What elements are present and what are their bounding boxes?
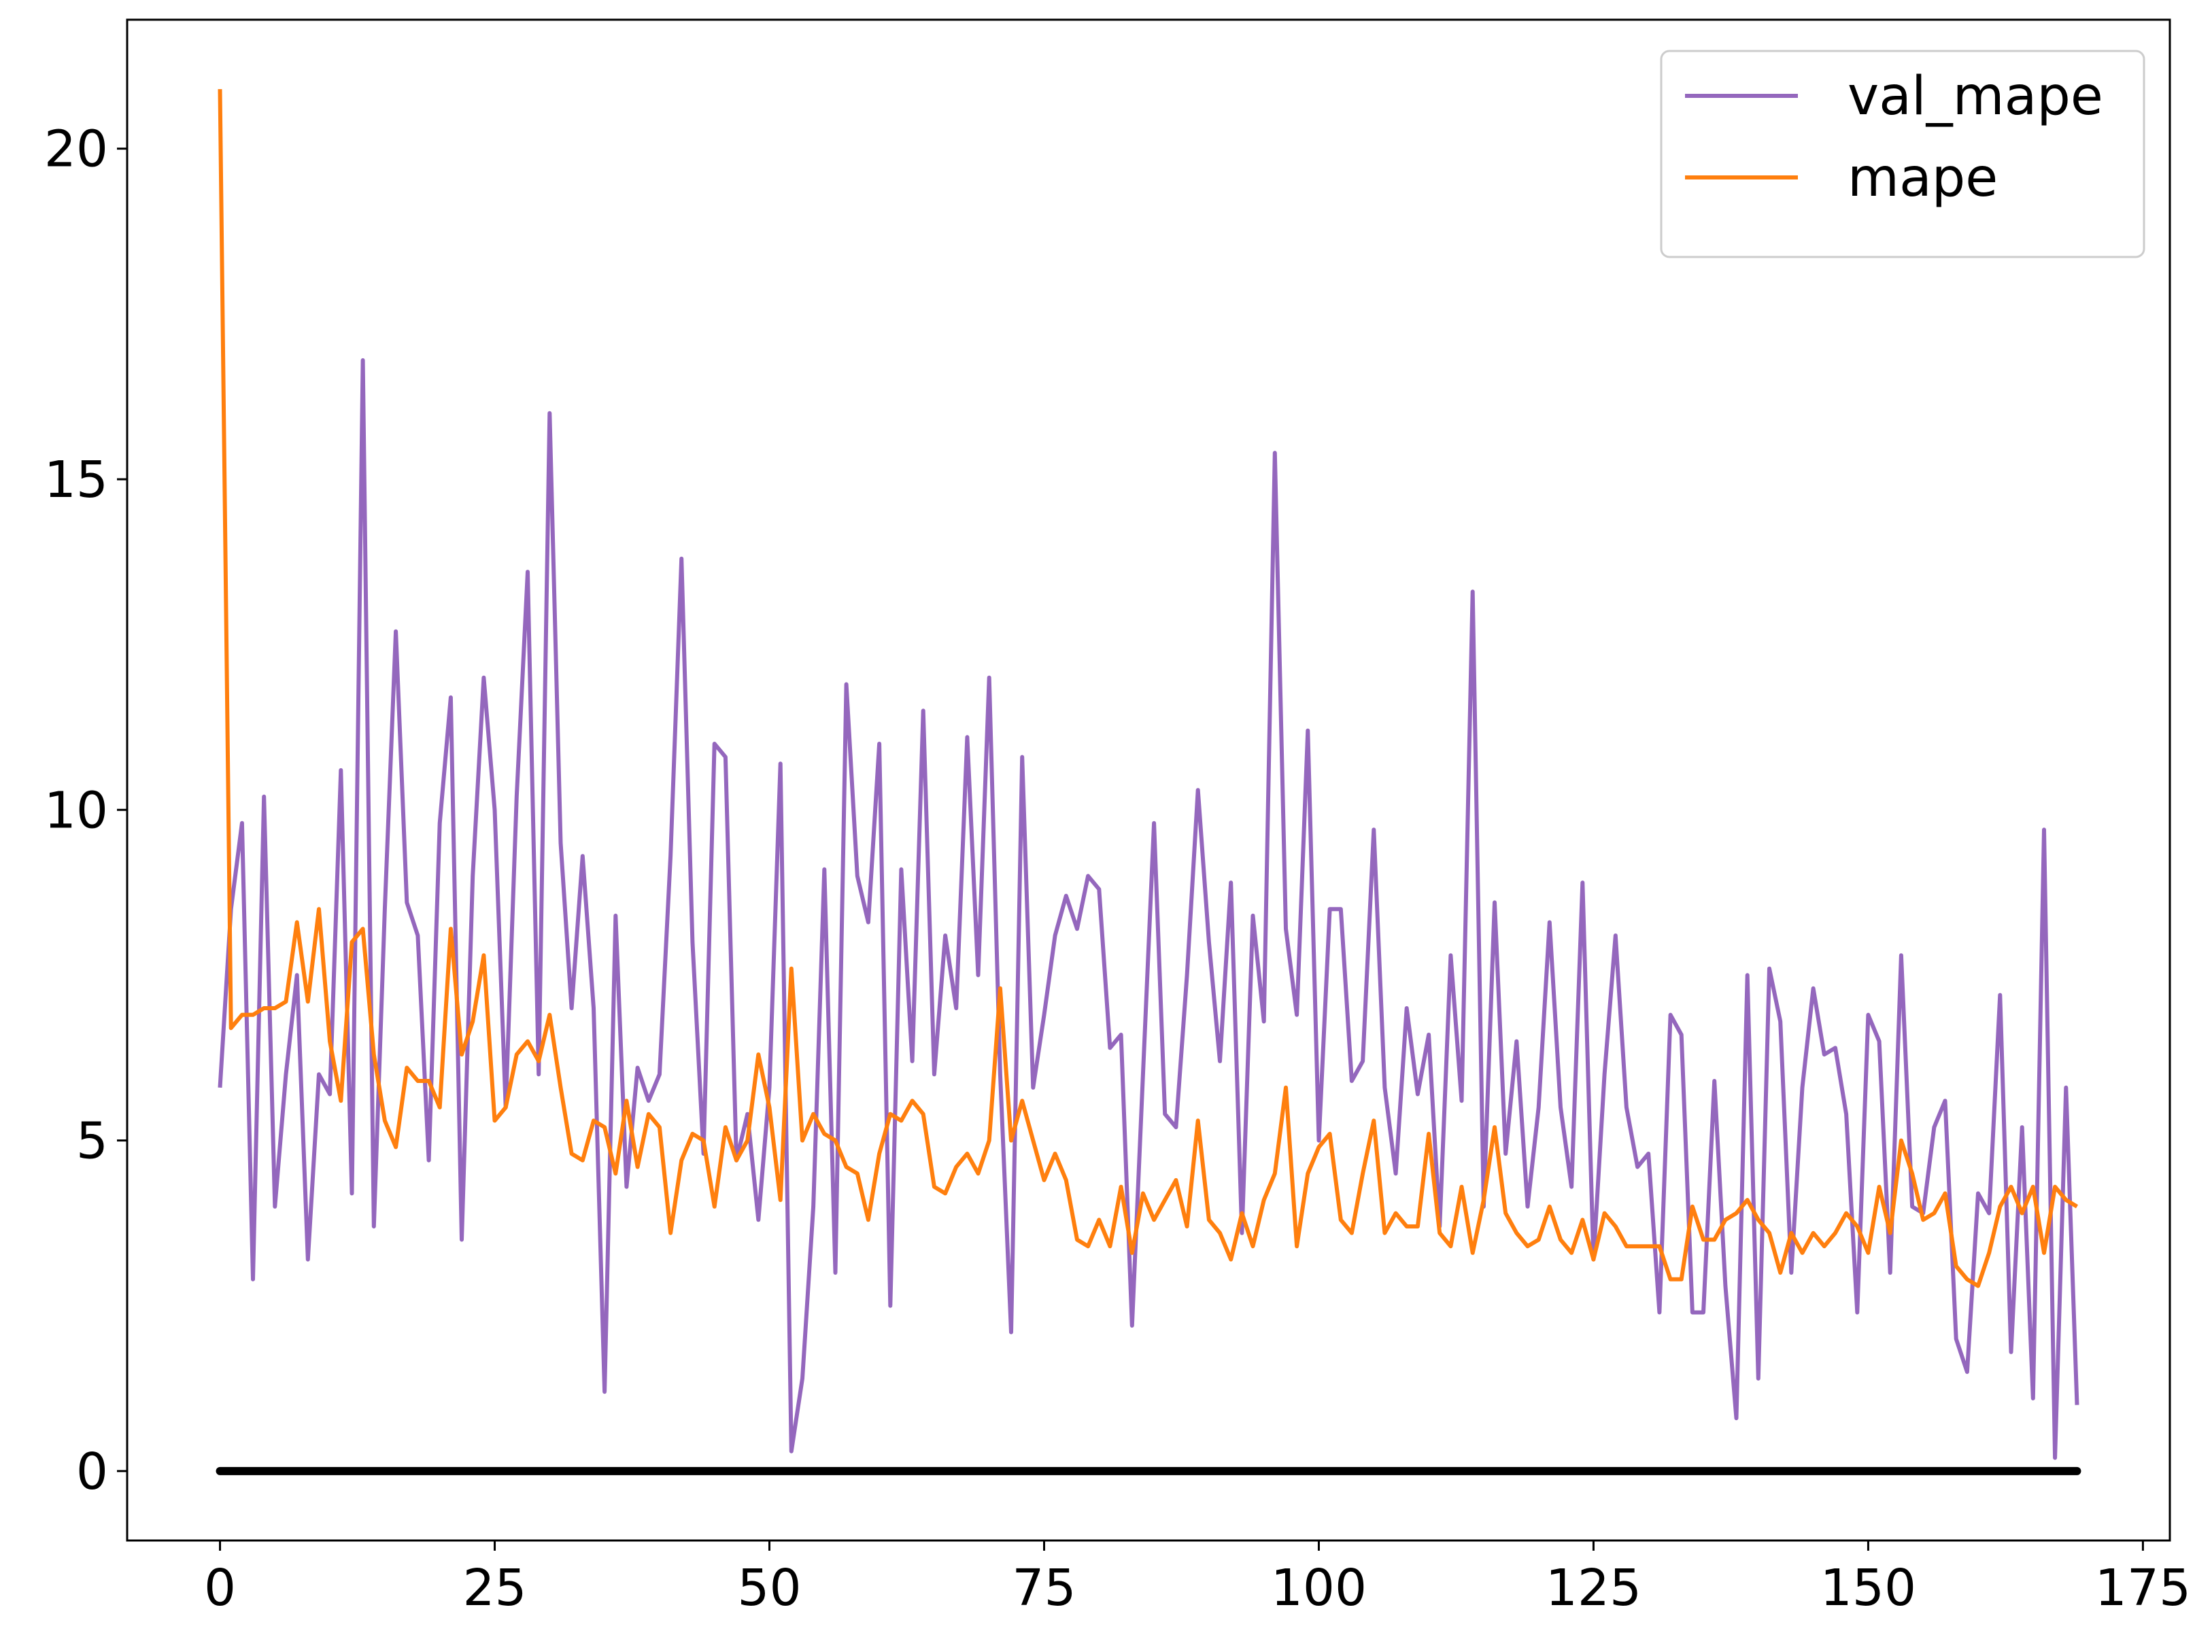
x-tick-label: 175: [2095, 1559, 2191, 1617]
plot-frame: [126, 18, 2171, 1542]
x-tick-label: 0: [204, 1559, 236, 1617]
x-tick-label: 25: [462, 1559, 526, 1617]
y-tick-label: 0: [76, 1443, 108, 1501]
series-line: [218, 89, 2079, 1288]
x-tick-label: 100: [1271, 1559, 1367, 1617]
x-tick-label: 75: [1012, 1559, 1076, 1617]
y-tick-label: 15: [44, 451, 108, 509]
y-tick-label: 5: [76, 1112, 108, 1171]
legend-label: mape: [1848, 148, 1998, 209]
y-tick-label: 20: [44, 120, 108, 179]
x-tick-label: 125: [1546, 1559, 1641, 1617]
y-tick-label: 10: [44, 781, 108, 840]
x-tick-label: 150: [1820, 1559, 1916, 1617]
legend-box: [1660, 50, 2145, 258]
series-line: [218, 358, 2079, 1460]
x-tick-label: 50: [737, 1559, 801, 1617]
legend-label: val_mape: [1848, 66, 2103, 127]
